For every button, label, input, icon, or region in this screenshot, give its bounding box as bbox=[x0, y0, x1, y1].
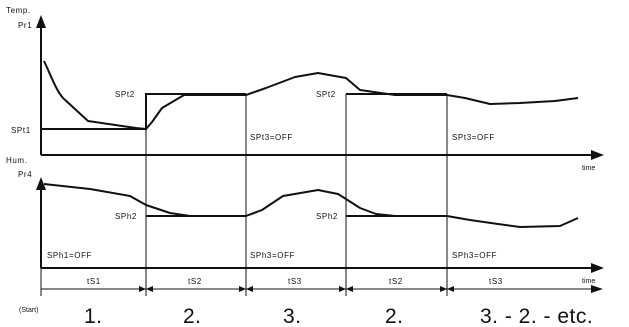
top-off-label-2: SPt3=OFF bbox=[452, 133, 495, 142]
top-setpoint-line-1 bbox=[41, 93, 246, 130]
phase-label-3: 3. bbox=[283, 305, 302, 327]
bottom-ylabel-line2: Pr4 bbox=[18, 170, 32, 179]
segment-label-5: tS3 bbox=[489, 277, 503, 286]
seg5-start-arrow bbox=[447, 286, 454, 292]
bottom-off-label-2: SPh3=OFF bbox=[250, 251, 295, 260]
seg4-start-arrow bbox=[346, 286, 353, 292]
top-off-label-1: SPt3=OFF bbox=[250, 133, 293, 142]
top-y-arrowhead bbox=[36, 15, 46, 28]
seg1-end-arrow bbox=[139, 286, 146, 292]
phase-label-4: 2. bbox=[385, 305, 404, 327]
seg2-end-arrow bbox=[239, 286, 246, 292]
segment-label-1: tS1 bbox=[87, 277, 101, 286]
bottom-setpoint-label-sph2-a: SPh2 bbox=[115, 212, 137, 221]
timeline-segment-arrows bbox=[139, 286, 454, 292]
phase-label-1: 1. bbox=[84, 305, 103, 327]
bottom-off-label-3: SPh3=OFF bbox=[452, 251, 497, 260]
phase-label-2: 2. bbox=[183, 305, 202, 327]
phase-label-5: 3. - 2. - etc. bbox=[480, 305, 593, 327]
top-x-arrowhead bbox=[591, 150, 604, 160]
bottom-off-label-1: SPh1=OFF bbox=[47, 251, 92, 260]
segment-label-4: tS2 bbox=[389, 277, 403, 286]
bottom-xlabel: time bbox=[582, 278, 595, 285]
top-ylabel-line2: Pr1 bbox=[18, 21, 32, 30]
segment-label-2: tS2 bbox=[188, 277, 202, 286]
temperature-curve bbox=[43, 60, 579, 130]
start-label: (Start) bbox=[19, 307, 38, 314]
top-setpoint-label-spt2-b: SPt2 bbox=[316, 90, 336, 99]
humidity-curve bbox=[43, 183, 579, 228]
seg4-end-arrow bbox=[440, 286, 447, 292]
bottom-ylabel-line1: Hum. bbox=[6, 156, 28, 165]
bottom-setpoint-label-sph2-b: SPh2 bbox=[316, 212, 338, 221]
top-setpoint-label-spt2-a: SPt2 bbox=[115, 90, 135, 99]
bottom-y-arrowhead bbox=[36, 177, 46, 190]
bottom-x-arrowhead bbox=[591, 263, 604, 273]
timeline-arrowhead bbox=[591, 285, 603, 293]
seg3-end-arrow bbox=[339, 286, 346, 292]
top-xlabel: time bbox=[582, 165, 595, 172]
top-ylabel-line1: Temp. bbox=[6, 6, 31, 15]
seg3-start-arrow bbox=[246, 286, 253, 292]
seg2-start-arrow bbox=[146, 286, 153, 292]
segment-label-3: tS3 bbox=[288, 277, 302, 286]
top-setpoint-label-spt1: SPt1 bbox=[11, 126, 31, 135]
